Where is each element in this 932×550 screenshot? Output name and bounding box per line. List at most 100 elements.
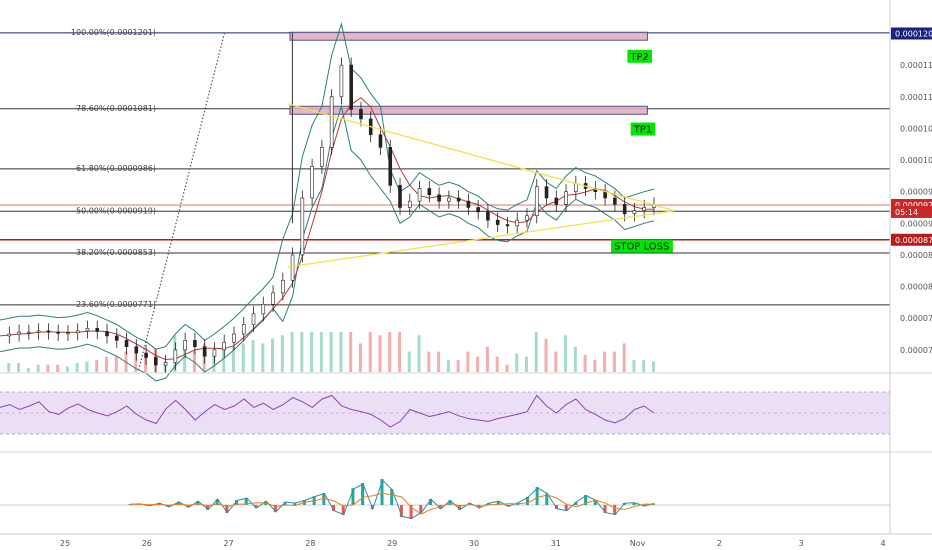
annotation-tp1[interactable]: TP1: [630, 122, 656, 136]
histogram-bar: [632, 502, 636, 505]
candle-body: [349, 64, 353, 110]
annotation-box: [611, 239, 673, 253]
volume-bar: [56, 364, 60, 372]
candle: [398, 177, 402, 216]
candle-body: [193, 340, 197, 347]
annotation-text: TP1: [633, 125, 653, 136]
volume-bar: [583, 354, 587, 372]
candle-body: [134, 346, 139, 354]
volume-bar: [544, 338, 548, 372]
volume-bar: [95, 359, 99, 372]
candle: [407, 193, 412, 216]
candle: [271, 285, 275, 312]
candle: [505, 216, 510, 234]
histogram-bar: [205, 505, 209, 510]
candle-body: [544, 186, 549, 199]
candle: [310, 158, 314, 206]
oscillator-panel[interactable]: [0, 391, 890, 435]
volume-bar: [505, 364, 509, 372]
price-badge-text: 0.0000929: [895, 201, 932, 210]
histogram-bar: [419, 505, 423, 513]
candle: [359, 101, 363, 127]
price-tick-label: 0.0000950: [900, 188, 932, 197]
candle-body: [27, 331, 31, 334]
candle-body: [66, 332, 70, 335]
candle-body: [320, 147, 324, 167]
triangle-upper-line: [287, 103, 675, 212]
annotation-tp2[interactable]: TP2: [627, 49, 653, 63]
target-zone[interactable]: [289, 105, 648, 115]
macd-line: [130, 479, 655, 519]
histogram-bar: [293, 503, 297, 505]
candle-body: [75, 330, 80, 334]
candle-body: [232, 333, 236, 343]
candle: [56, 324, 60, 341]
histogram-bar: [545, 493, 549, 505]
histogram-bar: [341, 505, 345, 515]
target-zone[interactable]: [289, 31, 648, 41]
histogram-bar: [428, 499, 432, 505]
candle: [378, 127, 383, 155]
histogram-bar: [564, 505, 568, 511]
annotation-box: [627, 49, 653, 63]
time-tick-label: 31: [551, 539, 561, 548]
lower-band-line: [0, 104, 655, 382]
histogram-bar: [332, 505, 336, 511]
annotation-stop-loss[interactable]: STOP LOSS: [611, 239, 673, 253]
histogram-bar: [574, 501, 578, 505]
volume-bar: [134, 351, 138, 372]
volume-bar: [75, 363, 79, 372]
volume-bar: [368, 332, 372, 372]
price-tick-label: 0.0000800: [900, 283, 932, 292]
volume-bar: [554, 351, 558, 372]
volume-bar: [183, 343, 187, 372]
signal-line: [130, 492, 655, 515]
candle-body: [632, 210, 637, 215]
price-panel[interactable]: 100.00%(0.0001201) 78.60%(0.0001081) 61.80…: [0, 22, 890, 382]
histogram-bar: [390, 489, 394, 505]
time-tick-label: 26: [142, 539, 152, 548]
candle: [495, 212, 500, 233]
volume-bar: [632, 359, 636, 372]
histogram-bar: [525, 497, 529, 505]
histogram-bar: [603, 505, 607, 513]
candle-body: [251, 313, 256, 325]
volume-bar: [271, 338, 275, 372]
histogram-bar: [584, 495, 588, 505]
candle: [75, 323, 80, 341]
price-tick-label: 0.0000850: [900, 251, 932, 260]
volume-bar: [212, 351, 216, 372]
volume-bar: [603, 351, 607, 372]
histogram-bar: [613, 505, 617, 515]
volume-bar: [7, 363, 11, 372]
price-tick-label: 0.0000750: [900, 314, 932, 323]
volume-bar: [485, 346, 489, 372]
price-axis[interactable]: 0.0001150 0.0001100 0.0001050 0.0001000 0.00…: [889, 0, 932, 534]
candle: [154, 349, 158, 373]
histogram-bar: [496, 501, 500, 505]
volume-bar: [358, 343, 362, 372]
candle-body: [574, 183, 578, 192]
candle: [339, 57, 344, 105]
candle: [144, 345, 148, 366]
candle-body: [290, 254, 295, 281]
candle: [36, 323, 41, 340]
histogram-panel[interactable]: [0, 479, 890, 519]
candle-body: [124, 340, 129, 347]
volume-bar: [280, 335, 284, 372]
histogram-bar: [361, 483, 365, 505]
candle-body: [427, 188, 432, 196]
candle-body: [202, 346, 207, 357]
annotation-box: [630, 122, 656, 136]
fib-level-label: 61.80%(0.0000986): [76, 164, 156, 173]
candle-body: [56, 331, 60, 334]
candle: [202, 339, 207, 364]
candle-body: [36, 330, 41, 333]
candle-body: [163, 362, 168, 366]
time-axis[interactable]: 25 26 27 28 29 30 31 Nov 2 3 4: [0, 533, 932, 548]
fib-level-label: 38.20%(0.0000853): [76, 248, 156, 257]
volume-bar: [437, 351, 441, 372]
